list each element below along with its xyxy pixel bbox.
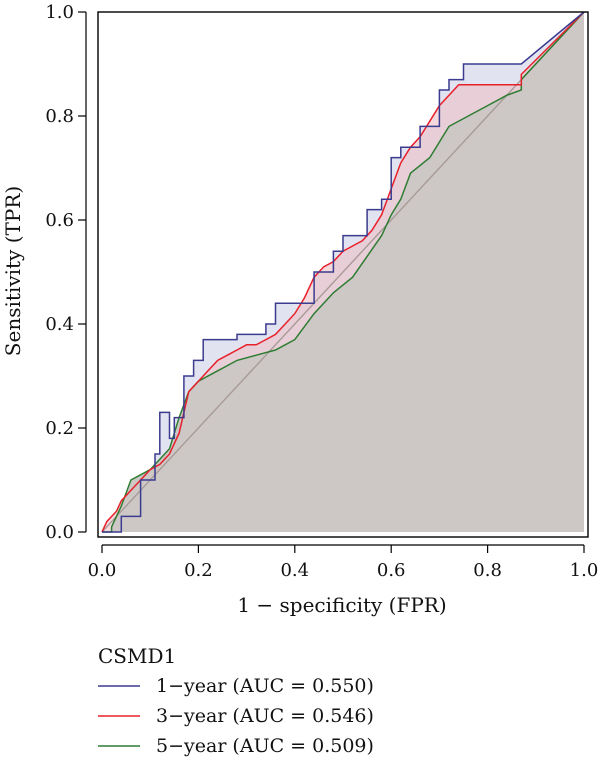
legend-label: 5−year (AUC = 0.509) (156, 735, 374, 757)
x-tick-label: 1.0 (570, 560, 599, 581)
y-tick-label: 1.0 (45, 2, 74, 23)
legend-items: 1−year (AUC = 0.550) 3−year (AUC = 0.546)… (98, 675, 374, 757)
roc-curves (101, 11, 585, 533)
x-axis-label: 1 − specificity (FPR) (237, 593, 446, 617)
legend: CSMD1 1−year (AUC = 0.550) 3−year (AUC = … (98, 644, 374, 757)
y-tick-label: 0.2 (45, 418, 74, 439)
y-tick-label: 0.6 (45, 210, 74, 231)
y-tick-label: 0.8 (45, 106, 74, 127)
y-axis: 0.0 0.2 0.4 0.6 0.8 1.0 (45, 2, 87, 543)
x-tick-label: 0.8 (473, 560, 502, 581)
roc-curve-5-year (102, 11, 585, 533)
reference-diagonal-group (101, 11, 585, 533)
roc-curve-1-year (102, 11, 585, 533)
plot-frame (97, 11, 589, 538)
reference-diagonal (101, 11, 585, 533)
y-tick-label: 0.4 (45, 314, 74, 335)
x-tick-label: 0.6 (377, 560, 406, 581)
x-axis: 0.0 0.2 0.4 0.6 0.8 1.0 (88, 544, 599, 581)
y-axis-label: Sensitivity (TPR) (1, 186, 25, 356)
x-tick-label: 0.4 (280, 560, 309, 581)
roc-curve-3-year (101, 11, 585, 533)
legend-label: 3−year (AUC = 0.546) (156, 705, 374, 727)
x-tick-label: 0.2 (184, 560, 213, 581)
x-tick-label: 0.0 (88, 560, 117, 581)
y-tick-label: 0.0 (45, 522, 74, 543)
legend-title: CSMD1 (98, 644, 176, 668)
legend-label: 1−year (AUC = 0.550) (156, 675, 374, 697)
